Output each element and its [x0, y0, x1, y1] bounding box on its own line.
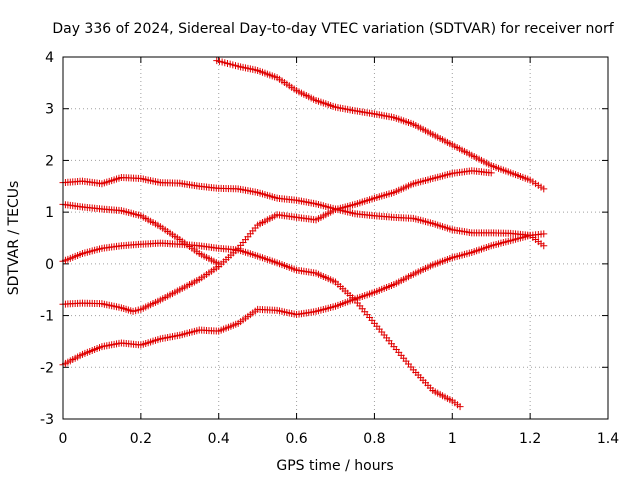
series-sat-b — [59, 173, 548, 239]
y-tick-label: -1 — [40, 309, 54, 325]
data-point-marker — [540, 230, 548, 238]
x-tick-label: 1 — [448, 431, 457, 447]
x-tick-label: 0.6 — [285, 431, 307, 447]
y-tick-label: -3 — [40, 412, 54, 428]
y-tick-label: 2 — [45, 153, 54, 169]
data-point-marker — [456, 403, 464, 411]
x-axis-label: GPS time / hours — [276, 458, 393, 474]
series-group — [59, 57, 548, 411]
y-tick-label: -2 — [40, 360, 54, 376]
series-sat-d — [59, 239, 464, 411]
x-tick-label: 0.8 — [363, 431, 385, 447]
x-tick-label: 0.4 — [208, 431, 230, 447]
x-tick-label: 0 — [59, 431, 68, 447]
y-axis-label: SDTVAR / TECUs — [6, 181, 22, 296]
x-tick-label: 0.2 — [130, 431, 152, 447]
data-point-marker — [540, 185, 548, 193]
y-tick-label: 0 — [45, 257, 54, 273]
x-tick-label: 1.4 — [597, 431, 619, 447]
data-point-marker — [487, 169, 495, 177]
y-tick-label: 4 — [45, 50, 54, 66]
grid — [63, 57, 608, 419]
y-tick-label: 3 — [45, 102, 54, 118]
axis-ticks: 0 0.2 0.4 0.6 0.8 1 1.2 1.4 -3 -2 -1 0 1 2 3 4 — [40, 50, 619, 447]
chart-title: Day 336 of 2024, Sidereal Day-to-day VTE… — [52, 21, 614, 37]
y-tick-label: 1 — [45, 205, 54, 221]
series-sat-a — [213, 57, 548, 193]
series-sat-f — [59, 231, 548, 369]
x-tick-label: 1.2 — [519, 431, 541, 447]
plot-frame — [62, 56, 609, 420]
data-point-marker — [540, 242, 548, 250]
series-sat-e — [59, 167, 495, 315]
